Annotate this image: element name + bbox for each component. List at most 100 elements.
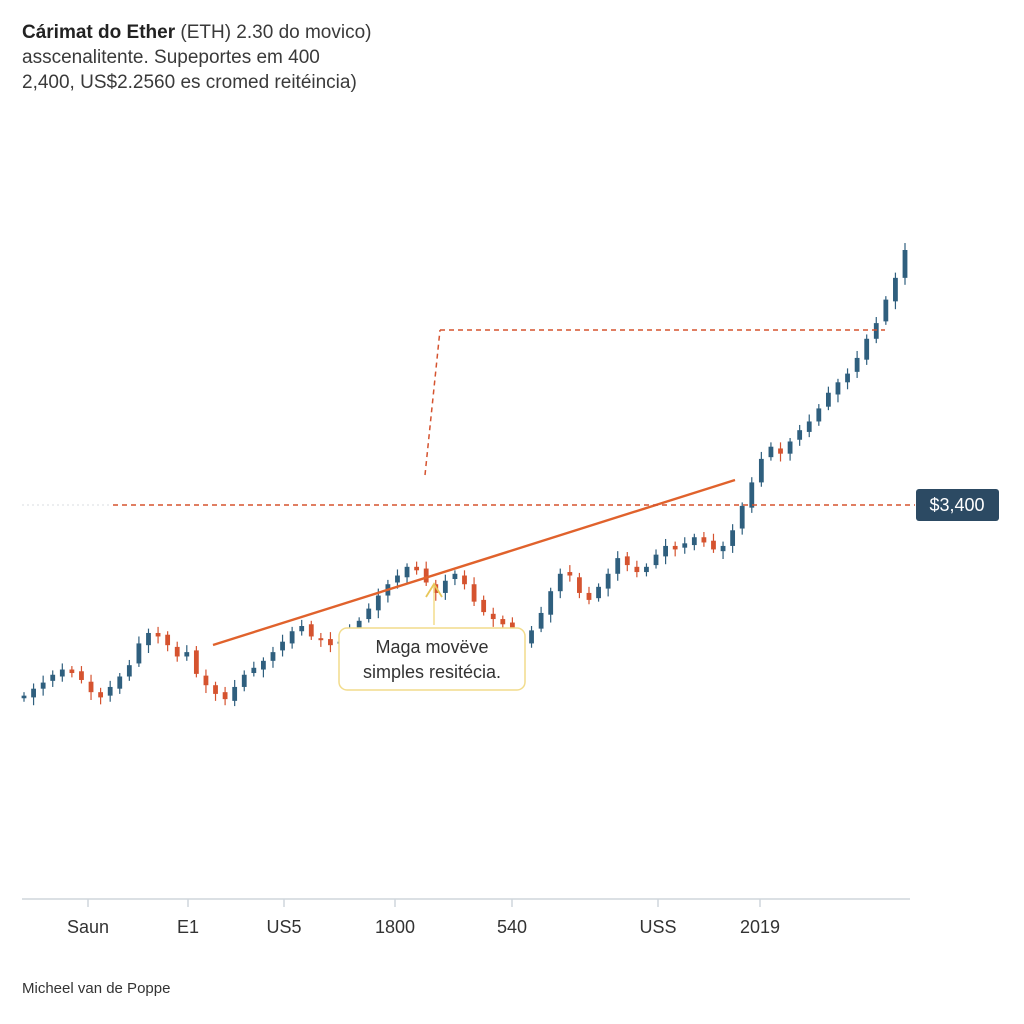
chart-title: Cárimat do Ether (ETH) 2.30 do movico) bbox=[22, 20, 442, 45]
candle-body bbox=[749, 482, 755, 508]
candle-body bbox=[452, 573, 458, 580]
price-tag-label: $3,400 bbox=[929, 495, 984, 515]
candle-body bbox=[117, 676, 123, 689]
candle-body bbox=[404, 566, 410, 578]
candle-body bbox=[69, 669, 75, 674]
candle-body bbox=[711, 540, 716, 550]
candle-body bbox=[136, 643, 142, 664]
candle-body bbox=[184, 652, 190, 657]
candle-body bbox=[50, 674, 56, 681]
candle-body bbox=[40, 682, 46, 689]
candle-body bbox=[481, 599, 487, 613]
candle-body bbox=[538, 612, 544, 629]
candle-body bbox=[624, 556, 630, 566]
overlay-layer: $3,400 Maga movëve simples resitécia. bbox=[113, 329, 999, 691]
candle-body bbox=[586, 592, 592, 600]
candle-body bbox=[366, 608, 372, 620]
candle-body bbox=[557, 573, 563, 592]
candle-body bbox=[155, 632, 161, 637]
candle-body bbox=[883, 299, 889, 322]
candle-body bbox=[375, 595, 381, 611]
candle-body bbox=[471, 584, 477, 602]
candle-body bbox=[79, 671, 84, 680]
candle-body bbox=[605, 573, 611, 589]
candle-body bbox=[442, 580, 448, 593]
candle-body bbox=[356, 620, 362, 631]
candle-body bbox=[720, 545, 726, 552]
candle-body bbox=[232, 686, 238, 701]
candle-body bbox=[596, 586, 601, 599]
candle-body bbox=[107, 686, 113, 696]
candle-body bbox=[854, 357, 860, 372]
candle-body bbox=[701, 537, 707, 543]
price-tag-box bbox=[916, 489, 999, 521]
candle-body bbox=[328, 639, 333, 646]
annotation-arrow-head bbox=[425, 582, 443, 598]
candle-body bbox=[395, 575, 400, 583]
candle-body bbox=[653, 554, 659, 566]
candle-body bbox=[548, 591, 554, 615]
candle-body bbox=[59, 669, 65, 677]
candle-body bbox=[500, 619, 506, 625]
candle-body bbox=[778, 448, 783, 454]
chart-title-block: Cárimat do Ether (ETH) 2.30 do movico) a… bbox=[22, 20, 442, 95]
candle-body bbox=[682, 543, 688, 548]
candle-body bbox=[98, 692, 104, 698]
candle-body bbox=[490, 613, 496, 620]
candle-body bbox=[165, 634, 171, 646]
x-tick-label: USS bbox=[639, 917, 676, 937]
candle-body bbox=[835, 382, 841, 395]
candle-body bbox=[634, 566, 640, 573]
x-tick-label: 2019 bbox=[740, 917, 780, 937]
chart-credit: Micheel van de Poppe bbox=[22, 980, 171, 997]
candle-body bbox=[873, 323, 879, 339]
candle-body bbox=[193, 650, 199, 674]
candle-body bbox=[289, 631, 295, 644]
candle-body bbox=[213, 685, 218, 694]
candle-body bbox=[280, 641, 285, 651]
candle-body bbox=[222, 692, 228, 700]
candle-body bbox=[825, 392, 831, 407]
candle-body bbox=[730, 530, 736, 546]
candle-body bbox=[251, 667, 257, 674]
candle-body bbox=[126, 665, 132, 677]
projection-dashed-line bbox=[424, 329, 441, 476]
candle-body bbox=[806, 421, 812, 432]
x-tick-label: E1 bbox=[177, 917, 199, 937]
candle-body bbox=[644, 566, 649, 573]
candle-body bbox=[299, 626, 305, 632]
candle-body bbox=[864, 338, 870, 360]
candle-body bbox=[308, 624, 314, 637]
candle-body bbox=[797, 430, 803, 440]
x-tick-label: Saun bbox=[67, 917, 109, 937]
chart-title-bold: Cárimat do Ether bbox=[22, 22, 176, 43]
x-tick-label: 540 bbox=[497, 917, 527, 937]
candle-body bbox=[462, 575, 467, 585]
candle-body bbox=[902, 250, 908, 278]
ascending-trendline bbox=[212, 478, 736, 647]
candle-body bbox=[270, 652, 276, 661]
candle-body bbox=[203, 675, 209, 686]
x-tick-label: US5 bbox=[266, 917, 301, 937]
candle-body bbox=[816, 408, 822, 422]
x-axis: Saun E1 US5 1800 540 USS 2019 bbox=[22, 898, 910, 937]
candle-body bbox=[261, 660, 266, 670]
candle-body bbox=[663, 545, 668, 557]
annotation-box bbox=[338, 627, 526, 691]
candle-body bbox=[31, 688, 36, 698]
candle-body bbox=[146, 632, 151, 646]
candle-body bbox=[423, 568, 429, 583]
candle-body bbox=[845, 373, 850, 383]
candle-body bbox=[174, 646, 180, 657]
candle-body bbox=[691, 537, 697, 546]
candle-body bbox=[318, 638, 324, 641]
chart-subtitle-line-2: asscenalitente. Supeportes em 400 bbox=[22, 47, 320, 68]
candle-body bbox=[88, 681, 94, 693]
annotation-line-1: Maga movëve bbox=[375, 637, 488, 657]
x-tick-label: 1800 bbox=[375, 917, 415, 937]
candle-body bbox=[672, 545, 678, 550]
candle-body bbox=[893, 277, 898, 302]
chart-title-rest: (ETH) 2.30 do movico) bbox=[175, 22, 372, 43]
chart-subtitle-line-3: 2,400, US$2.2560 es cromed reitéincia) bbox=[22, 72, 357, 93]
